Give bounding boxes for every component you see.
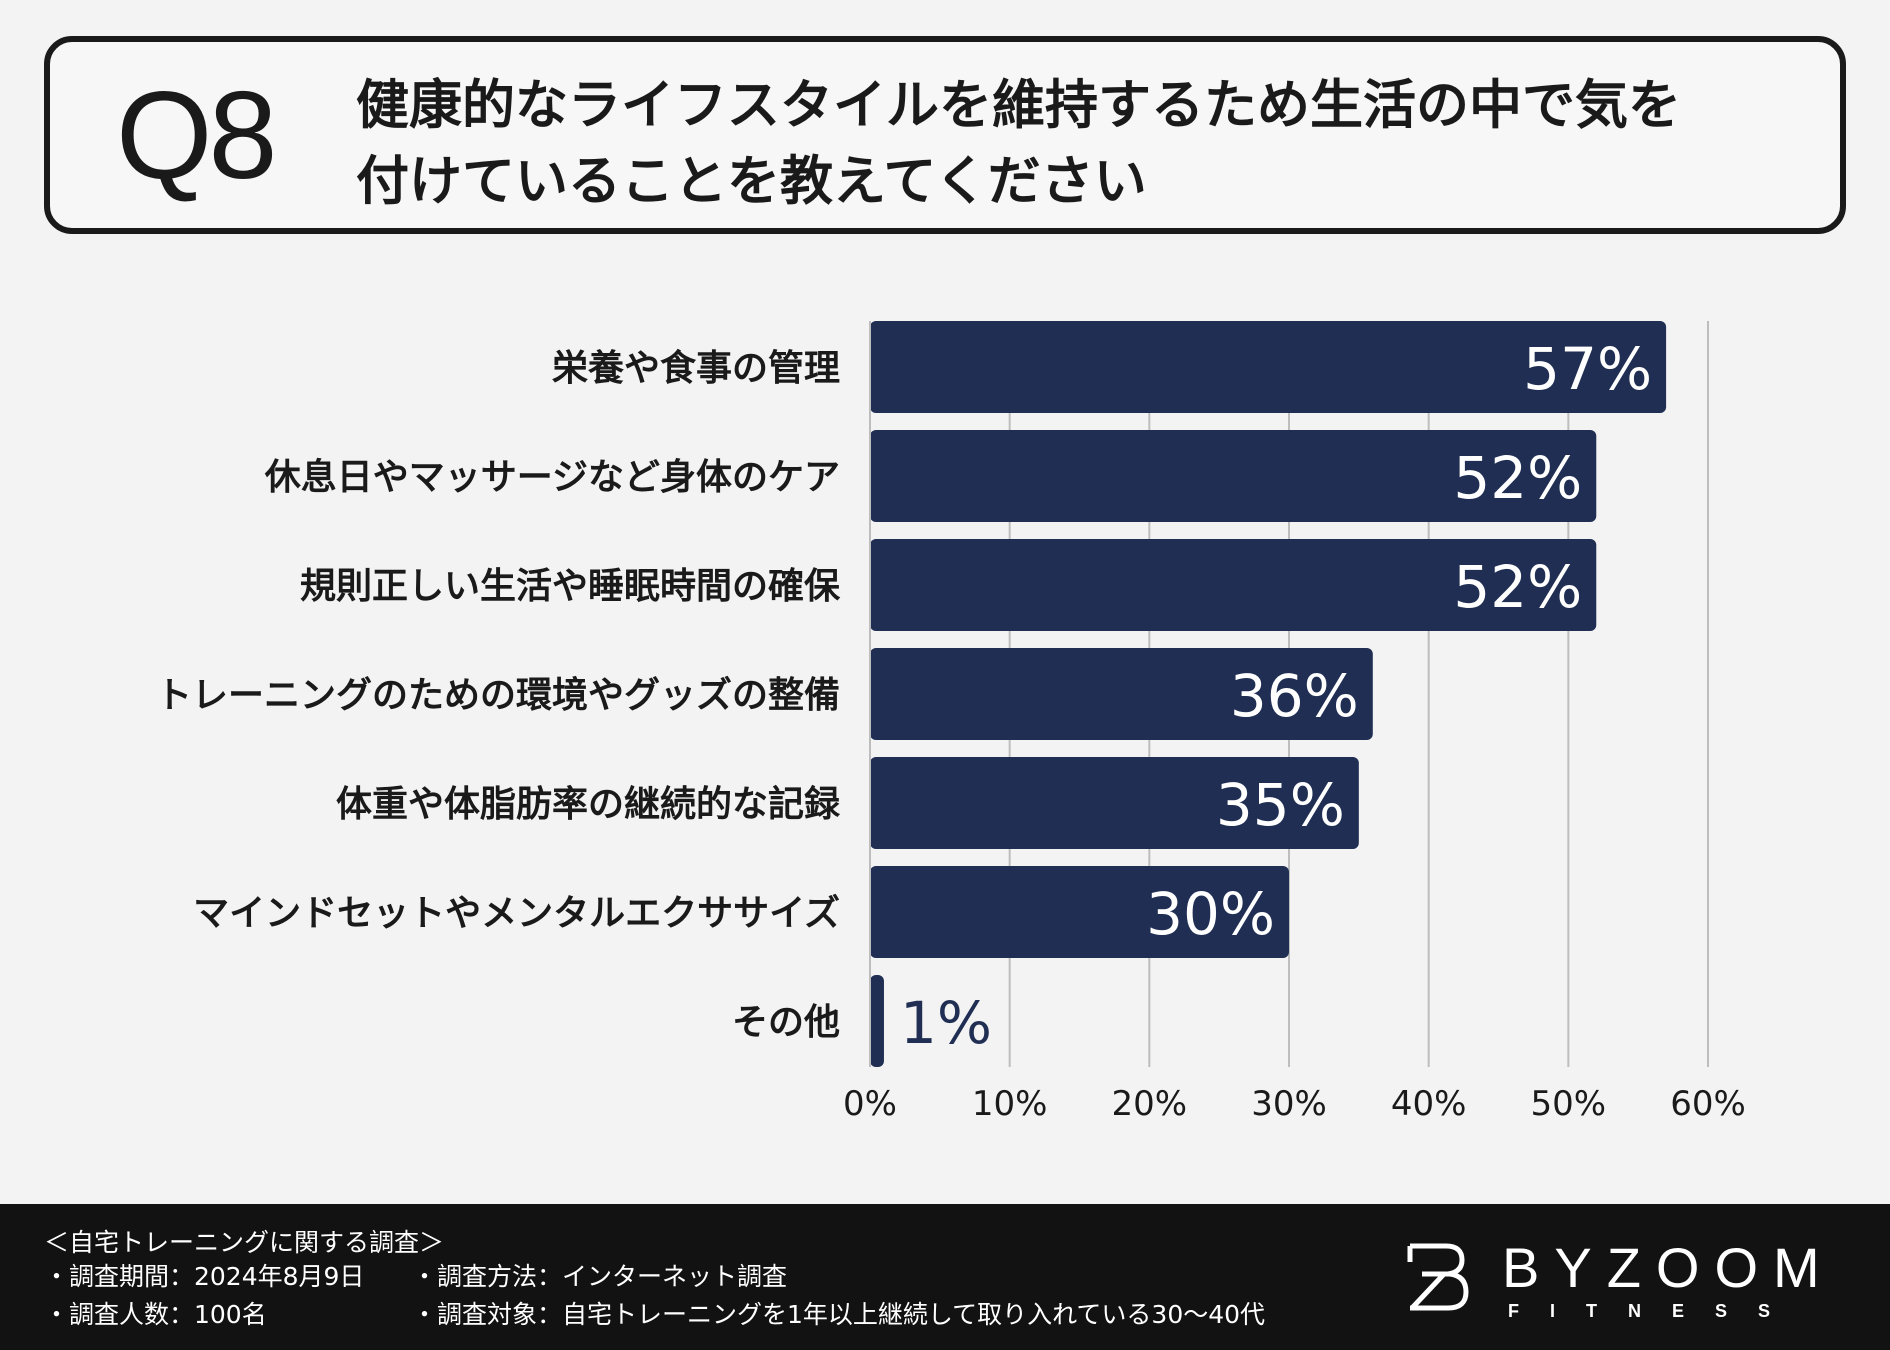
bar bbox=[870, 648, 1373, 740]
bar bbox=[870, 430, 1597, 522]
survey-respondents: ・調査人数：100名 bbox=[44, 1300, 267, 1329]
category-label: 規則正しい生活や睡眠時間の確保 bbox=[300, 566, 841, 607]
data-label: 57% bbox=[1523, 335, 1652, 403]
category-label: 栄養や食事の管理 bbox=[552, 348, 840, 389]
question-number: Q8 bbox=[116, 67, 277, 205]
bar bbox=[870, 539, 1597, 631]
x-tick-label: 30% bbox=[1251, 1084, 1327, 1124]
category-label: マインドセットやメンタルエクササイズ bbox=[193, 892, 840, 934]
category-label: 休息日やマッサージなど身体のケア bbox=[264, 457, 840, 498]
x-tick-label: 10% bbox=[972, 1084, 1048, 1124]
bar bbox=[870, 866, 1289, 958]
bar bbox=[870, 321, 1667, 413]
bar-chart: 0% 10% 20% 30% 40% 50% 60% 栄養や食事の管理 57% 休息日やマッサージ… bbox=[156, 321, 1746, 1124]
survey-period: ・調査期間：2024年8月9日 bbox=[44, 1262, 365, 1291]
category-label: その他 bbox=[732, 1002, 840, 1043]
survey-title: ＜自宅トレーニングに関する調査＞ bbox=[44, 1228, 445, 1257]
category-label: トレーニングのための環境やグッズの整備 bbox=[156, 674, 840, 716]
logo-mark-icon bbox=[1407, 1243, 1469, 1311]
x-tick-label: 20% bbox=[1112, 1084, 1188, 1124]
question-line-1: 健康的なライフスタイルを維持するため生活の中で気を bbox=[356, 75, 1681, 136]
bar bbox=[870, 757, 1359, 849]
survey-target: ・調査対象：自宅トレーニングを1年以上継続して取り入れている30〜40代 bbox=[412, 1300, 1266, 1329]
survey-method: ・調査方法：インターネット調査 bbox=[412, 1262, 788, 1291]
byzoom-logo: BYZOOM FITNESS bbox=[1404, 1236, 1849, 1322]
x-tick-label: 40% bbox=[1391, 1084, 1467, 1124]
x-tick-label: 50% bbox=[1531, 1084, 1607, 1124]
logo-subtitle: FITNESS bbox=[1508, 1301, 1802, 1321]
data-label: 1% bbox=[900, 989, 992, 1057]
x-tick-label: 60% bbox=[1670, 1084, 1746, 1124]
question-line-2: 付けていることを教えてください bbox=[356, 151, 1147, 212]
logo-wordmark: BYZOOM bbox=[1502, 1236, 1835, 1299]
footer: ＜自宅トレーニングに関する調査＞ ・調査期間：2024年8月9日 ・調査人数：1… bbox=[0, 1204, 1890, 1350]
x-tick-label: 0% bbox=[843, 1084, 897, 1124]
question-box: Q8 健康的なライフスタイルを維持するため生活の中で気を 付けていることを教えて… bbox=[44, 36, 1846, 234]
bar bbox=[870, 975, 884, 1067]
data-label: 52% bbox=[1453, 553, 1582, 621]
question-text: 健康的なライフスタイルを維持するため生活の中で気を 付けていることを教えてくださ… bbox=[356, 68, 1826, 220]
category-label: 体重や体脂肪率の継続的な記録 bbox=[336, 784, 841, 825]
data-label: 36% bbox=[1230, 662, 1359, 730]
data-label: 35% bbox=[1216, 771, 1345, 839]
data-label: 30% bbox=[1146, 880, 1275, 948]
data-label: 52% bbox=[1453, 444, 1582, 512]
